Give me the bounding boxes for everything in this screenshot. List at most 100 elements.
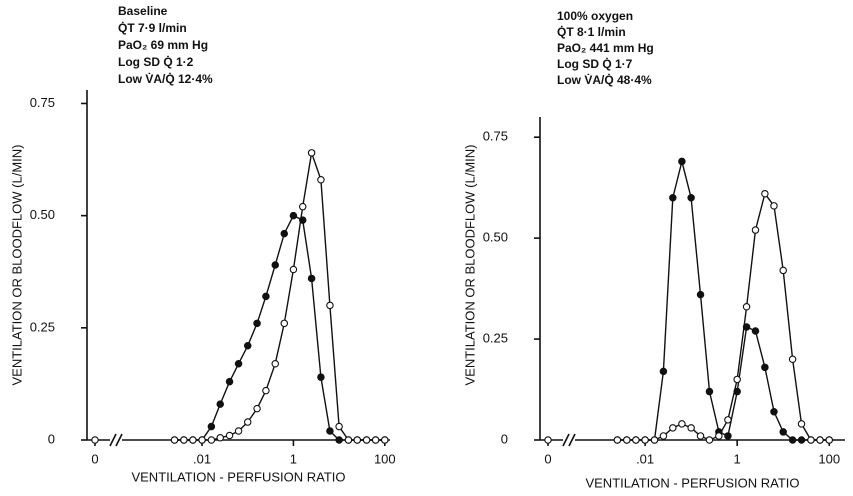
annotation: PaO₂ 69 mm Hg xyxy=(118,38,208,52)
data-point xyxy=(271,359,279,368)
data-point xyxy=(687,424,695,432)
x-axis-label: VENTILATION - PERFUSION RATIO xyxy=(131,469,345,484)
data-point xyxy=(669,194,677,202)
data-point xyxy=(715,432,723,440)
y-tick-label: 0.25 xyxy=(30,319,55,334)
data-point xyxy=(659,432,668,440)
data-point xyxy=(243,342,252,350)
axis-break xyxy=(109,433,117,447)
x-tick-label: 0 xyxy=(91,451,98,466)
data-point xyxy=(262,386,270,395)
data-point xyxy=(289,211,298,220)
data-point xyxy=(659,367,668,376)
data-point xyxy=(216,400,224,408)
axis-break xyxy=(562,433,570,447)
data-point xyxy=(669,424,677,432)
annotation: 100% oxygen xyxy=(557,9,633,23)
data-point xyxy=(705,387,714,396)
data-point xyxy=(307,274,316,283)
x-tick-label: 100 xyxy=(374,451,396,466)
annotation: Q̇T 8·1 l/min xyxy=(557,24,626,39)
data-point xyxy=(307,149,316,157)
series-line xyxy=(174,214,385,441)
x-tick-label: 0 xyxy=(544,451,551,466)
y-axis-label: VENTILATION OR BLOODFLOW (L/MIN) xyxy=(9,144,24,385)
x-tick-label: 1 xyxy=(734,451,741,466)
axis-break xyxy=(115,433,123,447)
data-point xyxy=(797,436,806,444)
data-point xyxy=(262,292,270,301)
annotation: Low V̇A/Q̇ 48·4% xyxy=(557,72,652,87)
data-point xyxy=(253,319,261,328)
data-point xyxy=(207,436,216,444)
y-tick-label: 0.25 xyxy=(483,331,508,346)
data-point xyxy=(335,422,343,431)
data-point xyxy=(779,266,787,275)
y-tick-label: 0.50 xyxy=(30,207,55,222)
data-point xyxy=(326,427,334,435)
annotation: Baseline xyxy=(118,4,168,18)
data-point xyxy=(678,420,686,428)
data-point xyxy=(280,319,289,328)
x-tick-label: 1 xyxy=(290,451,297,466)
data-point xyxy=(344,436,353,444)
data-point xyxy=(761,189,769,198)
data-point xyxy=(243,418,252,426)
data-point xyxy=(371,436,380,444)
data-point xyxy=(816,436,824,444)
data-point xyxy=(225,377,234,386)
data-point xyxy=(761,363,769,372)
data-point xyxy=(234,359,243,368)
data-point xyxy=(788,355,797,363)
series-line xyxy=(174,152,385,441)
data-point xyxy=(207,422,216,431)
data-point xyxy=(216,434,224,442)
data-point xyxy=(770,202,778,210)
annotation: Log SD Q̇ 1·7 xyxy=(557,56,633,71)
y-tick-label: 0 xyxy=(501,431,508,446)
data-point xyxy=(807,436,815,444)
data-point xyxy=(253,404,261,413)
data-point xyxy=(271,261,279,269)
data-point xyxy=(724,432,732,440)
data-point xyxy=(779,428,787,436)
axis-break xyxy=(568,433,576,447)
data-point xyxy=(335,436,343,444)
y-tick-label: 0.75 xyxy=(483,129,508,144)
x-tick-label: .01 xyxy=(193,451,211,466)
data-point xyxy=(797,420,806,428)
data-point xyxy=(381,436,389,444)
data-point xyxy=(362,436,371,444)
annotation: Log SD Q̇ 1·2 xyxy=(118,54,194,69)
y-tick-label: 0.50 xyxy=(483,230,508,245)
data-point xyxy=(623,436,631,444)
data-point xyxy=(696,290,705,299)
data-point xyxy=(825,436,833,444)
data-point xyxy=(198,436,206,444)
data-point xyxy=(289,265,298,274)
data-point xyxy=(678,157,686,166)
data-point xyxy=(180,436,188,444)
data-point xyxy=(317,175,325,184)
data-point xyxy=(650,436,659,444)
data-point xyxy=(696,432,705,440)
data-point xyxy=(298,202,307,211)
data-point xyxy=(751,327,760,335)
y-axis-label: VENTILATION OR BLOODFLOW (L/MIN) xyxy=(462,144,477,385)
annotation: PaO₂ 441 mm Hg xyxy=(557,41,654,55)
data-point xyxy=(770,407,778,416)
data-point xyxy=(687,194,695,202)
annotation: Low V̇A/Q̇ 12·4% xyxy=(118,71,213,86)
annotation: Q̇T 7·9 l/min xyxy=(118,20,187,35)
data-point xyxy=(641,436,649,444)
x-axis-label: VENTILATION - PERFUSION RATIO xyxy=(585,475,799,490)
data-point xyxy=(326,301,334,310)
data-point xyxy=(788,436,797,444)
data-point xyxy=(724,416,732,424)
y-tick-label: 0.75 xyxy=(30,95,55,110)
data-point xyxy=(225,431,234,440)
data-point xyxy=(353,436,362,444)
data-point xyxy=(742,303,751,311)
data-point xyxy=(544,436,552,444)
